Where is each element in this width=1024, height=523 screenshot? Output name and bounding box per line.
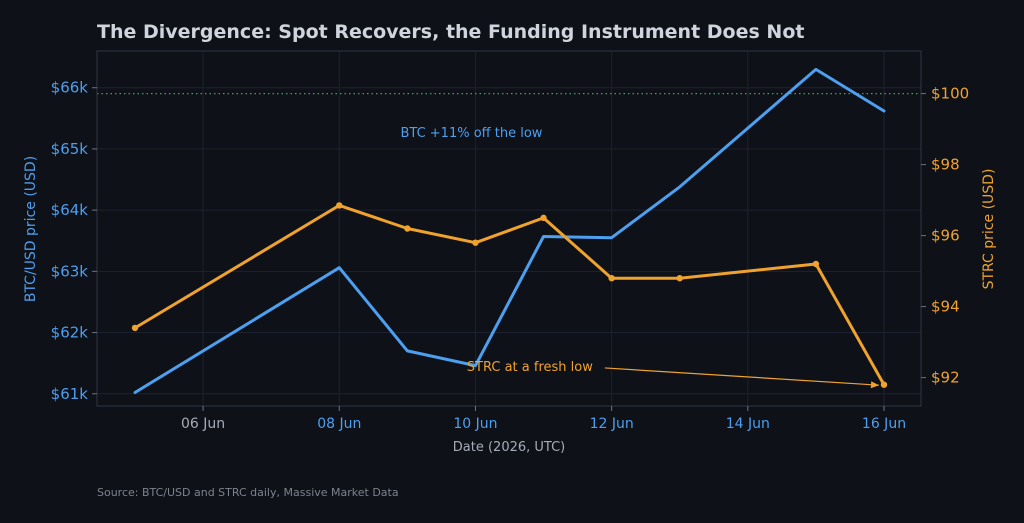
annotation-arrowhead: [870, 381, 879, 389]
x-tick-label: 06 Jun: [181, 416, 225, 432]
annotation-arrow: [604, 367, 880, 386]
x-tick-label: 12 Jun: [590, 416, 634, 432]
strc-point: [676, 275, 683, 282]
left-tick-label: $65k: [51, 140, 89, 158]
strc-point: [404, 225, 411, 232]
right-tick-label: $94: [931, 298, 960, 316]
chart-title: The Divergence: Spot Recovers, the Fundi…: [97, 21, 804, 43]
axes: 06 Jun 08 Jun 10 Jun 12 Jun 14 Jun 16 Jun $61k…: [51, 50, 969, 432]
strc-point: [472, 239, 479, 246]
annotation-strc: STRC at a fresh low: [467, 360, 593, 375]
annotation-btc: BTC +11% off the low: [400, 126, 542, 141]
source-note: Source: BTC/USD and STRC daily, Massive …: [97, 486, 399, 499]
right-tick-label: $96: [931, 227, 960, 245]
x-tick-label: 08 Jun: [317, 416, 361, 432]
left-tick-label: $63k: [51, 262, 89, 280]
right-axis-label: STRC price (USD): [981, 169, 997, 290]
right-tick-label: $100: [931, 85, 969, 103]
strc-point: [131, 324, 139, 332]
strc-point: [540, 214, 547, 222]
right-tick-label: $98: [931, 156, 960, 174]
left-tick-label: $64k: [51, 201, 89, 219]
x-tick-label: 14 Jun: [726, 416, 770, 432]
x-tick-label: 10 Jun: [453, 416, 497, 432]
left-tick-label: $61k: [51, 385, 89, 403]
plot-area: [97, 67, 921, 394]
strc-point: [608, 275, 615, 282]
right-tick-label: $92: [931, 369, 960, 387]
left-axis-label: BTC/USD price (USD): [23, 156, 39, 302]
strc-point: [336, 202, 343, 209]
x-axis-label: Date (2026, UTC): [453, 440, 565, 455]
strc-point: [880, 381, 888, 388]
annotations: BTC +11% off the low STRC at a fresh low: [400, 126, 880, 389]
x-tick-label: 16 Jun: [862, 416, 906, 432]
strc-point: [812, 260, 820, 268]
btc-line: [133, 67, 886, 394]
left-tick-label: $66k: [51, 79, 89, 97]
plot-frame: [96, 50, 922, 407]
left-tick-label: $62k: [51, 324, 89, 342]
